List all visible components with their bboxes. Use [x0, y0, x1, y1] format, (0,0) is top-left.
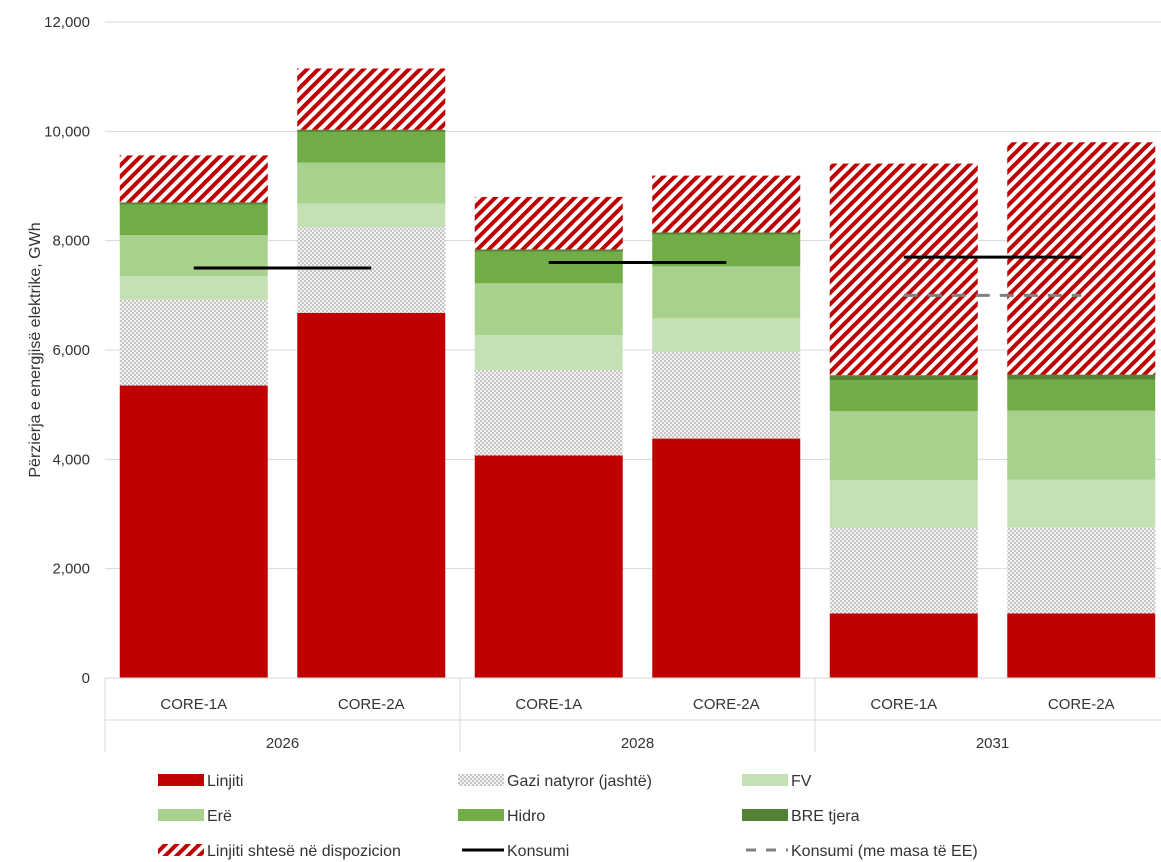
gridlines	[105, 21, 1161, 570]
bar-segment	[119, 202, 268, 205]
bar-segment	[1007, 410, 1156, 480]
bar-segment	[829, 528, 978, 614]
bars	[119, 68, 1156, 678]
axes: 0 2,000 4,000 6,000 8,000 10,000 12,000 Përzier…	[27, 14, 1161, 752]
x-tick-label: CORE-1A	[160, 696, 227, 713]
bar-segment	[1007, 479, 1156, 528]
bar-segment	[829, 613, 978, 678]
y-tick-label: 10,000	[44, 123, 90, 140]
y-tick-label: 12,000	[44, 14, 90, 31]
y-tick-label: 6,000	[52, 342, 90, 359]
bar-segment	[474, 370, 623, 456]
legend-swatch	[158, 809, 204, 821]
bar-segment	[652, 175, 801, 233]
bar-segment	[829, 375, 978, 381]
y-tick-label: 0	[82, 670, 90, 687]
bar-segment	[119, 299, 268, 386]
bar-segment	[297, 131, 446, 163]
legend-label: Erë	[207, 808, 232, 825]
bar-segment	[119, 155, 268, 203]
bar-segment	[474, 283, 623, 336]
y-tick-label: 2,000	[52, 561, 90, 578]
legend-label: Konsumi (me masa të EE)	[791, 843, 978, 860]
bar-segment	[652, 232, 801, 235]
bar-segment	[474, 335, 623, 371]
x-tick-label: CORE-1A	[515, 696, 582, 713]
legend-label: Gazi natyror (jashtë)	[507, 773, 652, 790]
legend-swatch	[458, 809, 504, 821]
bar-segment	[1007, 613, 1156, 678]
bar-segment	[474, 249, 623, 252]
legend-label: BRE tjera	[791, 808, 860, 825]
legend-label: Konsumi	[507, 843, 569, 860]
x-tick-label: CORE-2A	[693, 696, 760, 713]
bar-segment	[119, 235, 268, 277]
x-tick-label: CORE-2A	[338, 696, 405, 713]
bar-segment	[1007, 379, 1156, 411]
bar-segment	[297, 312, 446, 678]
legend-label: Linjiti	[207, 773, 243, 790]
bar-segment	[652, 352, 801, 439]
bar-segment	[1007, 374, 1156, 380]
legend-label: Linjiti shtesë në dispozicion	[207, 843, 401, 860]
x-group-label: 2026	[266, 735, 299, 752]
bar-segment	[119, 204, 268, 236]
legend-label: FV	[791, 773, 812, 790]
bar-segment	[829, 380, 978, 412]
bar-segment	[297, 227, 446, 313]
bar-segment	[652, 438, 801, 678]
bar-segment	[297, 203, 446, 227]
bar-segment	[652, 318, 801, 353]
bar-segment	[119, 276, 268, 300]
y-tick-label: 8,000	[52, 233, 90, 250]
bar-segment	[829, 480, 978, 529]
x-tick-label: CORE-2A	[1048, 696, 1115, 713]
x-group-label: 2028	[621, 735, 654, 752]
y-tick-label: 4,000	[52, 451, 90, 468]
y-axis-title: Përzierja e energjisë elektrike, GWh	[27, 222, 44, 477]
bar-segment	[297, 162, 446, 204]
bar-segment	[1007, 527, 1156, 614]
bar-segment	[297, 129, 446, 132]
bar-segment	[829, 411, 978, 481]
bar-segment	[474, 251, 623, 284]
legend-swatch	[158, 844, 204, 856]
bar-segment	[474, 196, 623, 250]
bar-segment	[829, 163, 978, 376]
x-tick-label: CORE-1A	[870, 696, 937, 713]
consumption-lines	[193, 255, 1082, 297]
legend-swatch	[158, 774, 204, 786]
legend-swatch	[742, 774, 788, 786]
bar-segment	[297, 68, 446, 130]
bar-segment	[474, 455, 623, 678]
legend-label: Hidro	[507, 808, 545, 825]
legend-swatch	[742, 809, 788, 821]
legend: Linjiti Gazi natyror (jashtë) FV Erë Hidro BR…	[158, 773, 978, 860]
bar-segment	[119, 385, 268, 678]
x-group-label: 2031	[976, 735, 1009, 752]
bar-segment	[652, 266, 801, 319]
legend-swatch	[458, 774, 504, 786]
